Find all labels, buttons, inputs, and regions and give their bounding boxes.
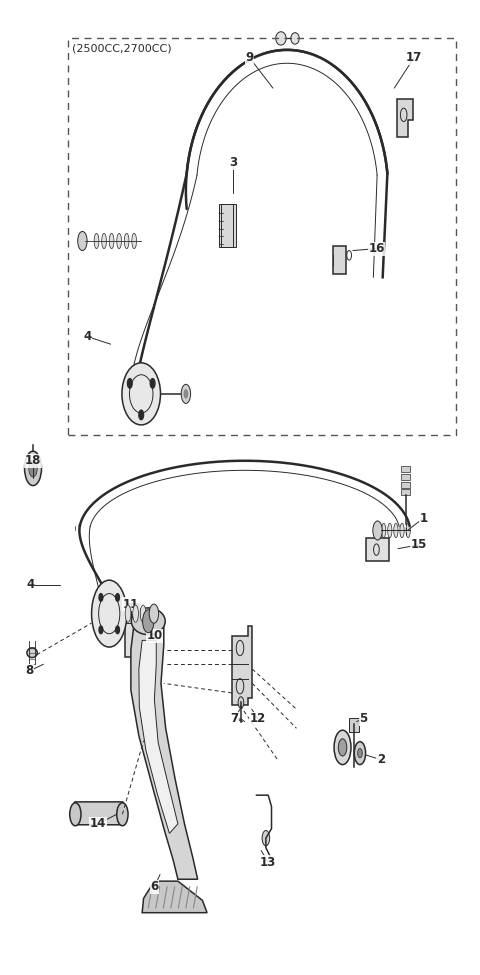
Ellipse shape bbox=[94, 233, 99, 249]
FancyBboxPatch shape bbox=[221, 204, 233, 247]
Ellipse shape bbox=[27, 648, 37, 657]
FancyBboxPatch shape bbox=[401, 474, 410, 480]
Polygon shape bbox=[131, 623, 198, 879]
Text: 14: 14 bbox=[90, 817, 106, 831]
Text: 4: 4 bbox=[26, 578, 35, 592]
Text: 18: 18 bbox=[25, 454, 41, 467]
Polygon shape bbox=[142, 881, 207, 913]
Circle shape bbox=[152, 619, 158, 633]
Circle shape bbox=[354, 742, 366, 764]
Text: 10: 10 bbox=[146, 629, 163, 643]
Circle shape bbox=[334, 730, 351, 764]
Text: 6: 6 bbox=[150, 880, 158, 893]
Text: 16: 16 bbox=[368, 242, 384, 255]
FancyBboxPatch shape bbox=[219, 204, 236, 247]
FancyBboxPatch shape bbox=[401, 489, 410, 495]
Ellipse shape bbox=[400, 524, 404, 537]
Text: 17: 17 bbox=[406, 51, 422, 64]
Ellipse shape bbox=[394, 524, 398, 537]
Circle shape bbox=[128, 378, 132, 388]
Text: 4: 4 bbox=[83, 330, 91, 343]
Text: 9: 9 bbox=[245, 51, 253, 64]
Circle shape bbox=[373, 521, 382, 540]
Circle shape bbox=[29, 460, 37, 477]
Ellipse shape bbox=[382, 524, 386, 537]
Circle shape bbox=[116, 594, 120, 602]
Circle shape bbox=[338, 739, 347, 756]
Circle shape bbox=[99, 594, 103, 602]
Text: 2: 2 bbox=[377, 754, 385, 766]
Ellipse shape bbox=[92, 580, 127, 647]
FancyBboxPatch shape bbox=[333, 246, 346, 274]
Text: (2500CC,2700CC): (2500CC,2700CC) bbox=[72, 43, 172, 54]
Circle shape bbox=[117, 802, 128, 826]
Polygon shape bbox=[396, 98, 413, 136]
Circle shape bbox=[139, 410, 144, 419]
Ellipse shape bbox=[109, 233, 114, 249]
Circle shape bbox=[150, 378, 155, 388]
Ellipse shape bbox=[140, 605, 146, 622]
Circle shape bbox=[183, 389, 188, 399]
Polygon shape bbox=[232, 626, 252, 705]
FancyBboxPatch shape bbox=[366, 538, 389, 561]
Circle shape bbox=[78, 231, 87, 251]
Ellipse shape bbox=[122, 363, 160, 425]
Circle shape bbox=[358, 749, 362, 758]
Ellipse shape bbox=[132, 233, 136, 249]
Circle shape bbox=[149, 604, 158, 623]
Circle shape bbox=[99, 626, 103, 634]
Text: 3: 3 bbox=[229, 156, 237, 169]
Polygon shape bbox=[139, 641, 178, 834]
Ellipse shape bbox=[276, 32, 286, 45]
Text: 15: 15 bbox=[410, 538, 427, 551]
Polygon shape bbox=[125, 604, 139, 656]
FancyBboxPatch shape bbox=[74, 801, 124, 825]
Ellipse shape bbox=[388, 524, 392, 537]
Ellipse shape bbox=[291, 33, 299, 44]
Circle shape bbox=[148, 610, 163, 642]
Text: 5: 5 bbox=[359, 712, 367, 725]
Text: 8: 8 bbox=[25, 664, 34, 678]
Circle shape bbox=[238, 697, 244, 708]
FancyBboxPatch shape bbox=[401, 482, 410, 488]
Circle shape bbox=[181, 384, 191, 404]
Ellipse shape bbox=[102, 233, 107, 249]
Ellipse shape bbox=[132, 607, 165, 635]
Ellipse shape bbox=[133, 605, 138, 622]
Circle shape bbox=[70, 802, 81, 826]
Text: 12: 12 bbox=[250, 712, 266, 725]
Ellipse shape bbox=[124, 233, 129, 249]
Ellipse shape bbox=[117, 233, 121, 249]
Circle shape bbox=[116, 626, 120, 634]
Ellipse shape bbox=[125, 605, 131, 622]
Circle shape bbox=[143, 609, 154, 633]
FancyBboxPatch shape bbox=[349, 718, 359, 732]
Text: 11: 11 bbox=[123, 598, 139, 610]
Circle shape bbox=[24, 451, 41, 486]
Ellipse shape bbox=[406, 524, 410, 537]
Text: 7: 7 bbox=[230, 712, 239, 725]
FancyBboxPatch shape bbox=[401, 466, 410, 472]
Text: 1: 1 bbox=[420, 512, 428, 525]
Text: 13: 13 bbox=[260, 855, 276, 869]
Circle shape bbox=[262, 831, 270, 845]
